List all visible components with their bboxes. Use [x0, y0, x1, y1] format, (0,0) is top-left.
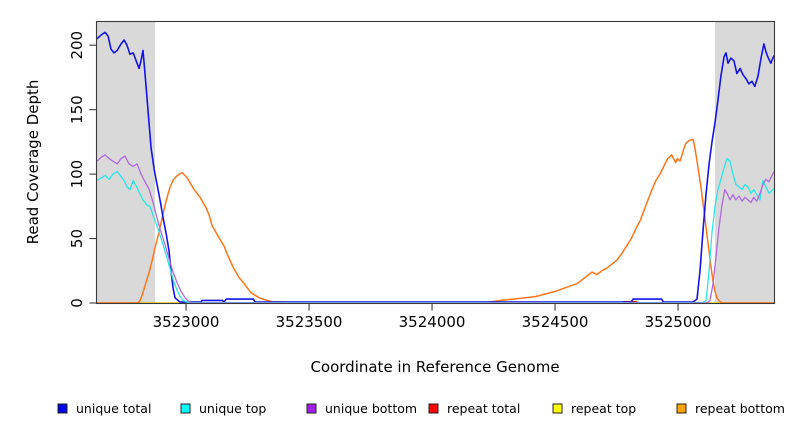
x-tick-label: 3525000	[645, 313, 712, 331]
series-line-repeat-bottom	[97, 138, 774, 304]
legend-item-repeat-bottom: repeat bottom	[676, 401, 785, 416]
x-tick-label: 3524000	[399, 313, 466, 331]
x-tick-label: 3523000	[153, 313, 220, 331]
legend-label: repeat total	[447, 401, 520, 416]
legend-item-unique-bottom: unique bottom	[306, 401, 417, 416]
x-tick-label: 3523500	[276, 313, 343, 331]
legend-swatch	[428, 403, 439, 414]
legend-item-unique-total: unique total	[57, 401, 151, 416]
series-line-unique-bottom	[96, 154, 775, 304]
y-tick-label: 0	[68, 298, 86, 308]
legend-item-repeat-top: repeat top	[552, 401, 636, 416]
series-line-unique-top	[96, 157, 775, 304]
legend-label: repeat top	[571, 401, 636, 416]
plot-border	[95, 20, 776, 305]
legend-label: repeat bottom	[695, 401, 785, 416]
legend-swatch	[306, 403, 317, 414]
legend-swatch	[552, 403, 563, 414]
y-axis: 0 50 100 150 200	[68, 31, 97, 308]
legend-item-repeat-total: repeat total	[428, 401, 520, 416]
y-tick-label: 200	[68, 31, 86, 60]
legend: unique total unique top unique bottom repea…	[57, 401, 785, 416]
legend-label: unique bottom	[325, 401, 417, 416]
legend-swatch	[676, 403, 687, 414]
series-line-unique-total	[96, 31, 775, 303]
repeat-highlight-regions	[97, 22, 774, 303]
x-axis: 3523000 3523500 3524000 3524500 3525000	[153, 303, 712, 331]
y-tick-label: 50	[68, 229, 86, 248]
highlight-region	[714, 22, 774, 303]
y-axis-title: Read Coverage Depth	[24, 80, 42, 245]
highlight-region	[97, 22, 156, 303]
legend-item-unique-top: unique top	[180, 401, 266, 416]
series-lines	[96, 31, 775, 304]
legend-swatch	[180, 403, 191, 414]
x-tick-label: 3524500	[522, 313, 589, 331]
y-tick-label: 100	[68, 160, 86, 189]
x-axis-title: Coordinate in Reference Genome	[310, 358, 559, 376]
legend-swatch	[57, 403, 68, 414]
legend-label: unique top	[199, 401, 266, 416]
y-tick-label: 150	[68, 95, 86, 124]
legend-label: unique total	[76, 401, 151, 416]
